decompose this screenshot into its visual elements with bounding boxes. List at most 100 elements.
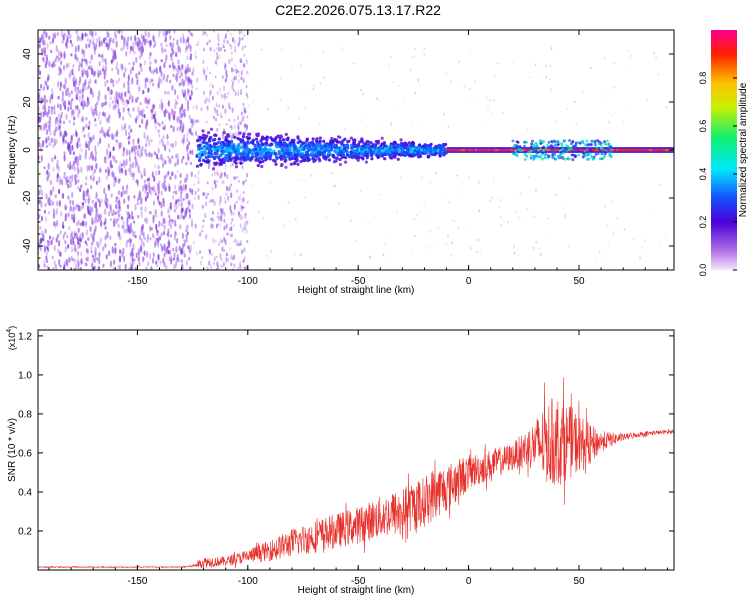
heatmap-cell bbox=[230, 183, 233, 187]
heatmap-cell bbox=[64, 239, 67, 245]
heatmap-cell bbox=[237, 210, 240, 216]
heatmap-cell bbox=[149, 78, 152, 85]
heatmap-cell bbox=[239, 266, 242, 270]
heatmap-cell bbox=[577, 188, 580, 191]
heatmap-cell bbox=[182, 184, 185, 191]
heatmap-cell bbox=[70, 246, 74, 253]
heatmap-cell bbox=[426, 146, 430, 150]
heatmap-cell bbox=[85, 117, 88, 121]
heatmap-cell bbox=[101, 102, 104, 108]
heatmap-cell bbox=[540, 153, 543, 156]
heatmap-cell bbox=[324, 144, 328, 148]
heatmap-cell bbox=[83, 84, 86, 91]
heatmap-cell bbox=[54, 58, 57, 63]
heatmap-cell bbox=[148, 56, 151, 60]
heatmap-cell bbox=[128, 214, 131, 220]
heatmap-cell bbox=[168, 157, 171, 164]
heatmap-cell bbox=[100, 127, 103, 134]
heatmap-cell bbox=[129, 242, 132, 248]
heatmap-cell bbox=[273, 139, 277, 143]
heatmap-cell bbox=[62, 225, 65, 229]
heatmap-cell bbox=[186, 63, 189, 71]
heatmap-cell bbox=[274, 162, 278, 166]
heatmap-cell bbox=[140, 210, 143, 218]
heatmap-cell bbox=[220, 172, 223, 178]
heatmap-cell bbox=[209, 136, 213, 140]
heatmap-cell bbox=[211, 199, 214, 204]
heatmap-cell bbox=[219, 253, 222, 259]
heatmap-cell bbox=[399, 153, 403, 157]
heatmap-cell bbox=[243, 34, 246, 37]
heatmap-cell bbox=[42, 39, 45, 46]
heatmap-cell bbox=[296, 162, 300, 166]
spectrogram-heatmap bbox=[38, 30, 674, 270]
heatmap-cell bbox=[498, 205, 501, 208]
heatmap-cell bbox=[117, 265, 120, 270]
heatmap-cell bbox=[81, 73, 84, 78]
heatmap-cell bbox=[164, 58, 167, 64]
heatmap-cell bbox=[233, 263, 236, 269]
heatmap-cell bbox=[224, 238, 226, 242]
heatmap-cell bbox=[148, 139, 151, 147]
heatmap-cell bbox=[234, 176, 236, 181]
heatmap-cell bbox=[202, 30, 205, 36]
heatmap-cell bbox=[43, 263, 46, 268]
heatmap-cell bbox=[127, 74, 130, 82]
heatmap-cell bbox=[99, 168, 102, 174]
heatmap-cell bbox=[56, 159, 59, 165]
heatmap-cell bbox=[221, 180, 224, 184]
heatmap-cell bbox=[84, 221, 87, 227]
heatmap-cell bbox=[74, 53, 77, 60]
heatmap-cell bbox=[202, 219, 205, 223]
heatmap-cell bbox=[50, 199, 53, 206]
heatmap-cell bbox=[154, 123, 157, 131]
heatmap-cell bbox=[354, 156, 358, 160]
heatmap-cell bbox=[263, 137, 267, 141]
heatmap-cell bbox=[287, 201, 290, 204]
heatmap-cell bbox=[533, 149, 536, 152]
heatmap-cell bbox=[216, 179, 219, 183]
heatmap-cell bbox=[84, 182, 88, 186]
heatmap-cell bbox=[474, 80, 476, 83]
heatmap-cell bbox=[186, 132, 189, 138]
heatmap-cell bbox=[237, 143, 241, 147]
heatmap-cell bbox=[86, 33, 89, 37]
heatmap-cell bbox=[360, 89, 362, 92]
heatmap-cell bbox=[163, 62, 166, 69]
heatmap-cell bbox=[623, 67, 626, 69]
heatmap-cell bbox=[425, 215, 427, 217]
heatmap-cell bbox=[215, 102, 218, 108]
heatmap-cell bbox=[175, 52, 178, 58]
heatmap-cell bbox=[241, 165, 244, 169]
heatmap-cell bbox=[223, 211, 226, 218]
heatmap-cell bbox=[478, 181, 480, 184]
x-tick-label: -50 bbox=[351, 276, 366, 287]
heatmap-cell bbox=[603, 140, 606, 143]
heatmap-cell bbox=[80, 147, 83, 153]
heatmap-cell bbox=[281, 138, 286, 142]
heatmap-cell bbox=[101, 53, 104, 59]
heatmap-cell bbox=[68, 101, 71, 106]
heatmap-cell bbox=[216, 113, 219, 117]
heatmap-cell bbox=[233, 206, 236, 211]
heatmap-cell bbox=[106, 231, 109, 239]
heatmap-cell bbox=[186, 38, 189, 42]
heatmap-cell bbox=[224, 95, 226, 101]
heatmap-cell bbox=[57, 113, 61, 119]
heatmap-cell bbox=[557, 143, 560, 146]
heatmap-cell bbox=[107, 210, 111, 217]
heatmap-cell bbox=[237, 92, 239, 96]
heatmap-cell bbox=[142, 35, 145, 43]
heatmap-cell bbox=[123, 36, 126, 43]
spectrogram-y-label: Frequency (Hz) bbox=[7, 116, 18, 185]
heatmap-cell bbox=[169, 234, 172, 238]
heatmap-cell bbox=[94, 103, 97, 111]
heatmap-cell bbox=[68, 72, 71, 80]
heatmap-cell bbox=[232, 89, 235, 92]
heatmap-cell bbox=[224, 64, 227, 71]
heatmap-cell bbox=[121, 30, 124, 35]
heatmap-cell bbox=[323, 76, 325, 79]
heatmap-cell bbox=[604, 205, 606, 208]
heatmap-cell bbox=[131, 161, 134, 169]
